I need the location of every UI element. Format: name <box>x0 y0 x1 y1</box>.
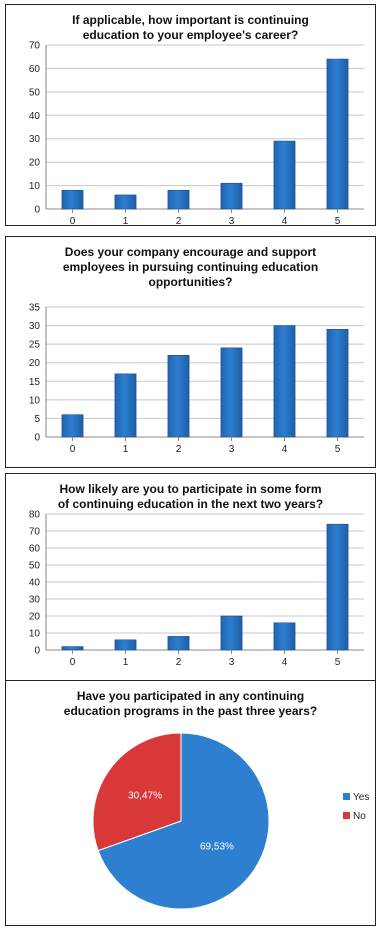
x-tick-label: 1 <box>123 444 129 455</box>
bar-2 <box>167 189 190 210</box>
bar-chart-3: 0 10 20 30 40 50 60 70 80 0 1 2 3 4 5 <box>29 510 364 668</box>
x-tick-label: 0 <box>70 657 76 668</box>
x-tick-label: 3 <box>229 657 235 668</box>
x-tick-label: 1 <box>123 657 129 668</box>
y-tick-label: 40 <box>29 578 41 589</box>
bar-1 <box>114 373 137 438</box>
bar-1 <box>114 639 137 651</box>
x-tick-label: 4 <box>282 444 288 455</box>
chart-panel-2: Does your company encourage and support … <box>5 236 376 468</box>
legend-swatch-no <box>343 812 350 819</box>
y-tick-label: 50 <box>29 87 41 98</box>
bar-0 <box>61 189 84 210</box>
chart-title-3: How likely are you to participate in som… <box>57 482 324 511</box>
y-tick-label: 60 <box>29 544 41 555</box>
bar-5 <box>326 523 349 651</box>
bar-chart-2: 0 5 10 15 20 25 30 35 0 1 2 3 4 5 <box>29 303 364 455</box>
y-tick-label: 80 <box>29 510 41 521</box>
x-tick-label: 5 <box>335 444 341 455</box>
y-tick-label: 20 <box>29 358 41 369</box>
y-tick-label: 15 <box>29 377 41 388</box>
y-tick-label: 20 <box>29 612 41 623</box>
x-tick-label: 4 <box>282 216 288 227</box>
x-tick-label: 0 <box>70 216 76 227</box>
chart-panel-1: If applicable, how important is continui… <box>5 4 376 227</box>
y-tick-label: 5 <box>34 414 40 425</box>
chart-panel-3: How likely are you to participate in som… <box>5 473 376 683</box>
y-tick-label: 35 <box>29 303 41 314</box>
bar-4 <box>273 622 296 651</box>
legend-label-no: No <box>353 811 366 822</box>
y-tick-label: 40 <box>29 111 41 122</box>
y-tick-label: 60 <box>29 64 41 75</box>
bar-4 <box>273 325 296 438</box>
bar-3 <box>220 347 243 438</box>
bar-2 <box>167 636 190 651</box>
y-tick-label: 10 <box>29 181 41 192</box>
bar-2 <box>167 354 190 438</box>
pie-label-yes: 69,53% <box>200 841 234 852</box>
y-tick-label: 70 <box>29 41 41 52</box>
x-tick-label: 3 <box>229 216 235 227</box>
y-tick-label: 0 <box>34 646 40 657</box>
x-tick-label: 2 <box>176 657 182 668</box>
pie-chart-4: 69,53% 30,47% Yes No <box>92 732 369 910</box>
bar-chart-1: 0 10 20 30 40 50 60 70 0 1 2 3 4 5 <box>29 41 364 227</box>
x-tick-label: 1 <box>123 216 129 227</box>
bar-3 <box>220 182 243 210</box>
x-tick-label: 5 <box>335 216 341 227</box>
chart-title-1: If applicable, how important is continui… <box>72 13 309 42</box>
x-tick-label: 2 <box>176 216 182 227</box>
bar-5 <box>326 58 349 210</box>
x-tick-label: 0 <box>70 444 76 455</box>
bar-1 <box>114 194 137 210</box>
x-tick-label: 3 <box>229 444 235 455</box>
y-tick-label: 0 <box>34 205 40 216</box>
bar-0 <box>61 646 84 651</box>
bar-0 <box>61 414 84 438</box>
x-tick-label: 5 <box>335 657 341 668</box>
legend-label-yes: Yes <box>353 792 369 803</box>
bar-3 <box>220 615 243 651</box>
y-tick-label: 30 <box>29 321 41 332</box>
pie-slice-no <box>92 732 182 852</box>
bar-5 <box>326 328 349 438</box>
y-tick-label: 10 <box>29 629 41 640</box>
x-tick-label: 4 <box>282 657 288 668</box>
chart-title-4: Have you participated in any continuing … <box>63 689 318 718</box>
y-tick-label: 20 <box>29 158 41 169</box>
x-tick-label: 2 <box>176 444 182 455</box>
chart-title-2: Does your company encourage and support … <box>62 245 319 289</box>
y-tick-label: 70 <box>29 527 41 538</box>
y-tick-label: 25 <box>29 340 41 351</box>
y-tick-label: 0 <box>34 433 40 444</box>
chart-panel-4: Have you participated in any continuing … <box>5 680 376 926</box>
y-tick-label: 50 <box>29 561 41 572</box>
y-tick-label: 10 <box>29 395 41 406</box>
y-tick-label: 30 <box>29 134 41 145</box>
y-tick-label: 30 <box>29 595 41 606</box>
bar-4 <box>273 140 296 210</box>
pie-slice-yes <box>97 732 270 910</box>
pie-label-no: 30,47% <box>128 791 162 802</box>
legend-swatch-yes <box>343 793 350 800</box>
